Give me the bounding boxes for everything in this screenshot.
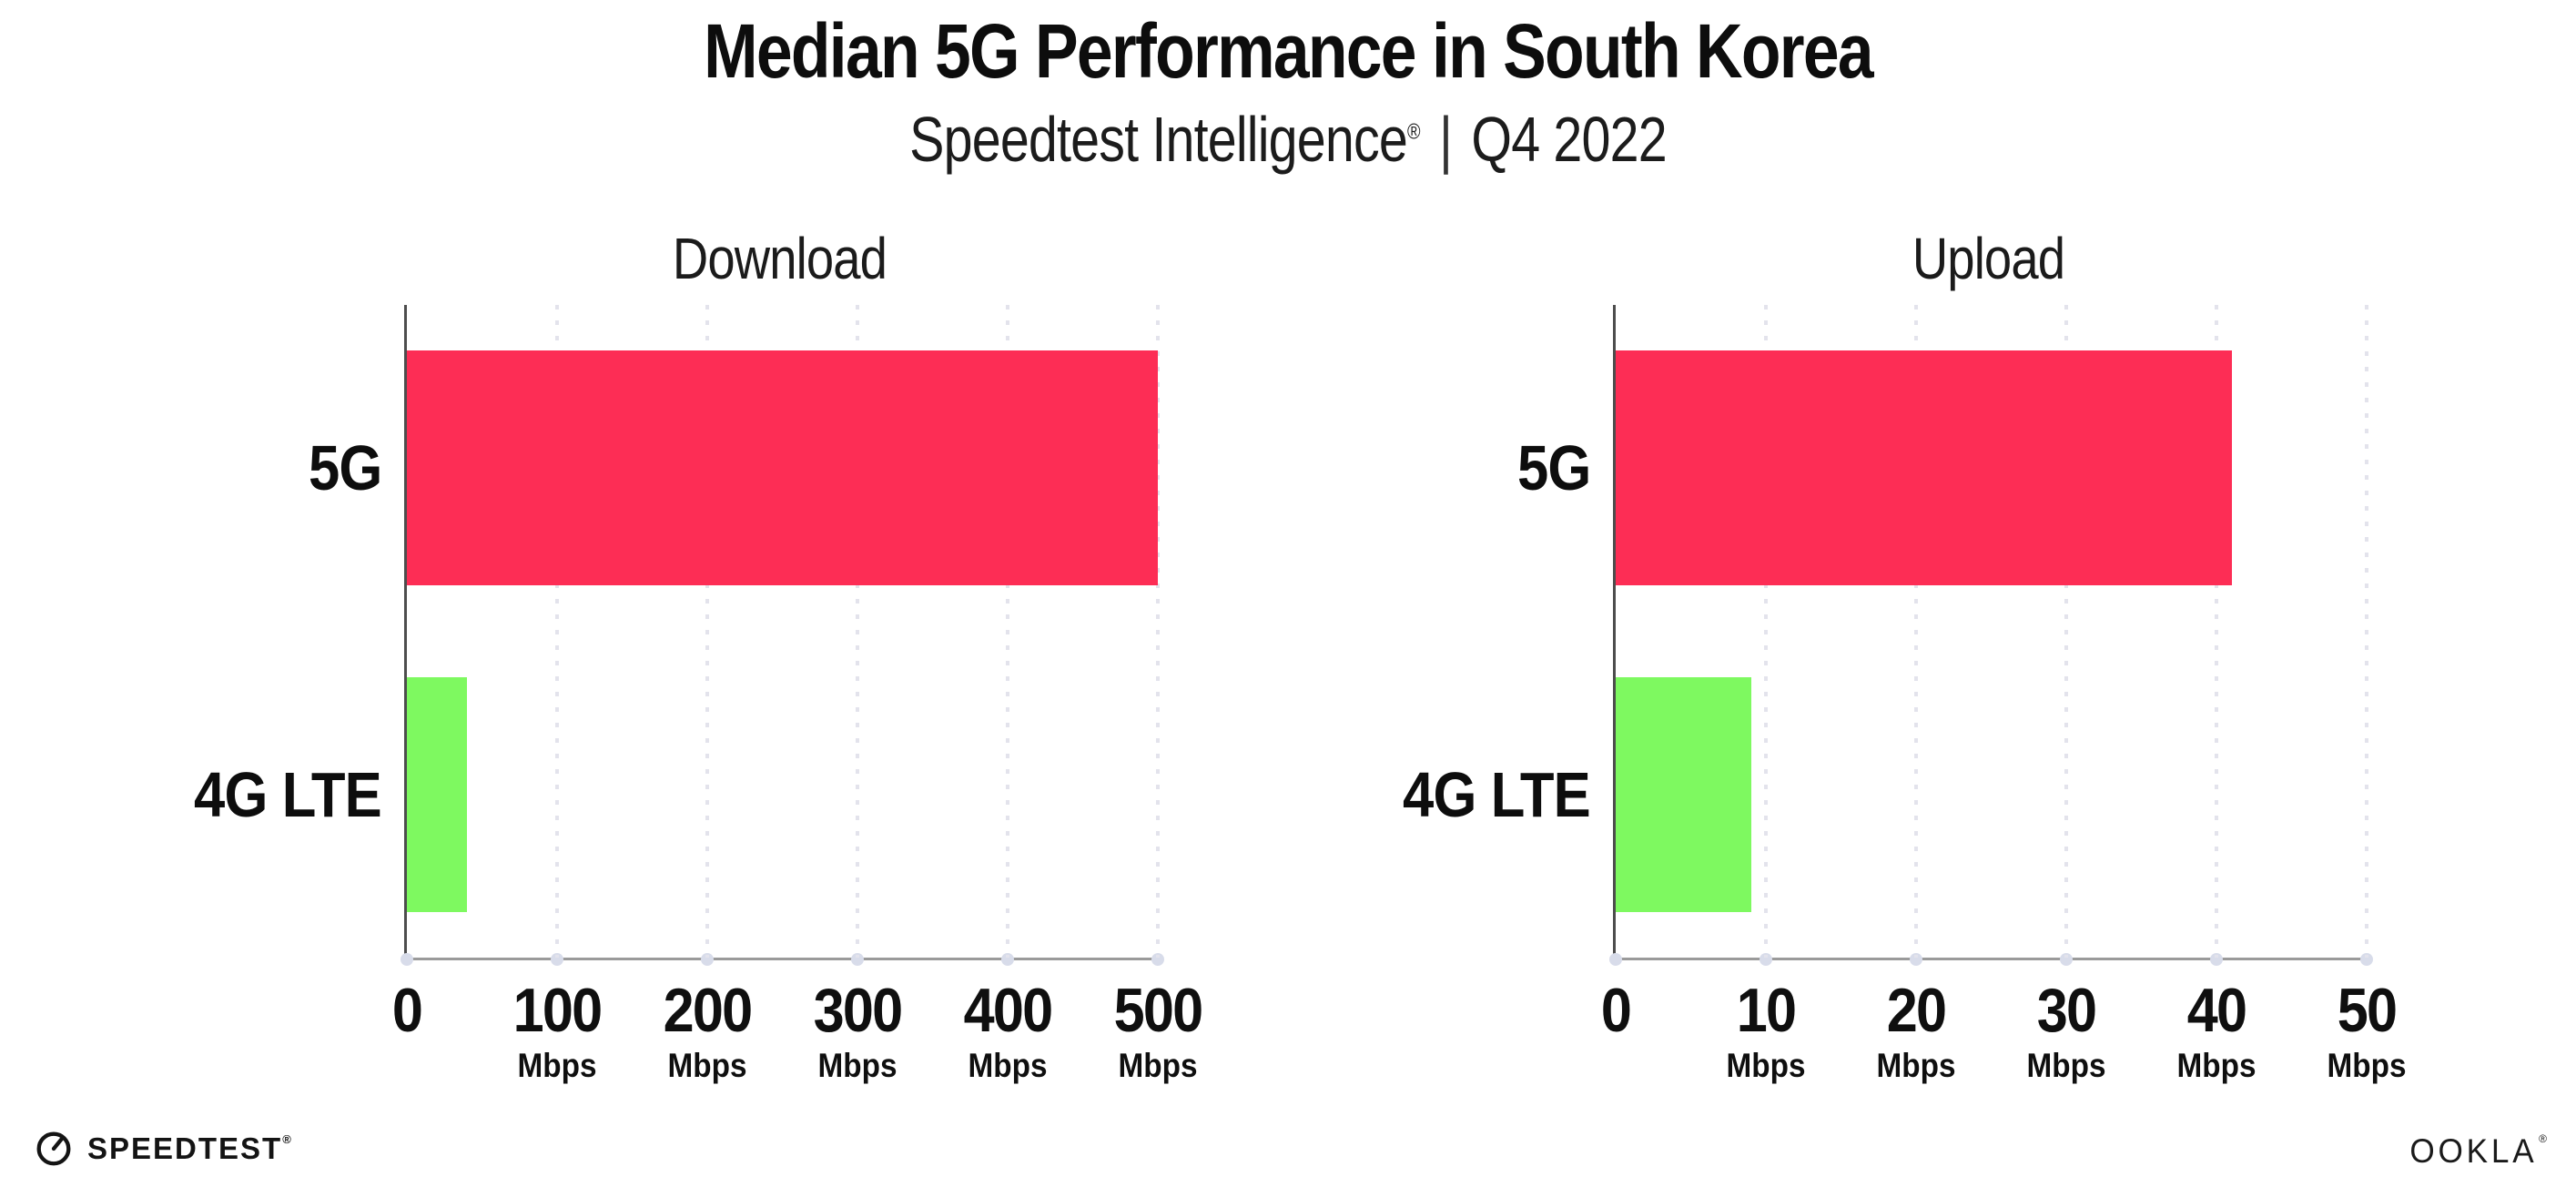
gridline-50 <box>2365 305 2368 958</box>
tick-dot-500 <box>1151 953 1164 966</box>
gridline-400 <box>1006 305 1009 958</box>
category-label-4g-lte: 4G LTE <box>1403 758 1591 830</box>
x-tick-20: 20 Mbps <box>1798 979 2034 1082</box>
tick-dot-50 <box>2360 953 2373 966</box>
bar-4g-lte <box>407 676 467 912</box>
tick-dot-200 <box>701 953 714 966</box>
subtitle-brand: Speedtest Intelligence <box>909 104 1408 175</box>
tick-dot-300 <box>851 953 864 966</box>
subtitle-divider: | <box>1438 104 1453 175</box>
plot-download: 0 100 Mbps 200 Mbps 300 Mbps 400 Mbps 500 Mbps 5G 4G… <box>194 305 1203 1082</box>
tick-dot-20 <box>1910 953 1922 966</box>
x-tick-value: 50 <box>2337 976 2398 1045</box>
x-tick-value: 20 <box>1886 976 1947 1045</box>
x-tick-unit: Mbps <box>2327 1047 2407 1084</box>
x-tick-unit: Mbps <box>1118 1047 1198 1084</box>
gridline-40 <box>2215 305 2218 958</box>
x-tick-unit: Mbps <box>667 1047 747 1084</box>
gridline-200 <box>705 305 709 958</box>
x-tick-40: 40 Mbps <box>2098 979 2335 1082</box>
category-label-4g-lte: 4G LTE <box>194 758 382 830</box>
x-tick-300: 300 Mbps <box>739 979 976 1082</box>
category-label-5g: 5G <box>308 432 382 504</box>
bar-5g <box>1616 350 2232 586</box>
x-tick-value: 0 <box>391 976 423 1045</box>
speedtest-logo: SPEEDTEST® <box>33 1127 293 1169</box>
category-label-5g: 5G <box>1516 432 1591 504</box>
x-tick-0: 0 <box>1497 979 1734 1041</box>
x-tick-10: 10 Mbps <box>1648 979 1884 1082</box>
x-tick-unit: Mbps <box>517 1047 597 1084</box>
x-tick-value: 0 <box>1600 976 1632 1045</box>
x-tick-100: 100 Mbps <box>439 979 675 1082</box>
page-title: Median 5G Performance in South Korea <box>704 8 1873 94</box>
ookla-logo-text: OOKLA <box>2409 1132 2538 1170</box>
tick-dot-0 <box>401 953 413 966</box>
tick-dot-0 <box>1609 953 1622 966</box>
gridline-10 <box>1764 305 1768 958</box>
gridline-500 <box>1156 305 1160 958</box>
x-tick-value: 40 <box>2186 976 2247 1045</box>
x-tick-value: 500 <box>1113 976 1204 1045</box>
x-tick-value: 30 <box>2036 976 2097 1045</box>
x-tick-400: 400 Mbps <box>889 979 1126 1082</box>
gridline-100 <box>555 305 559 958</box>
x-tick-value: 200 <box>663 976 754 1045</box>
x-tick-value: 300 <box>813 976 904 1045</box>
chart-title-upload: Upload <box>1912 226 2065 291</box>
x-tick-unit: Mbps <box>2176 1047 2257 1084</box>
speedtest-logo-text: SPEEDTEST® <box>87 1131 293 1165</box>
x-tick-200: 200 Mbps <box>589 979 826 1082</box>
bar-4g-lte <box>1616 676 1751 912</box>
x-tick-0: 0 <box>289 979 525 1041</box>
x-tick-unit: Mbps <box>817 1047 898 1084</box>
x-tick-unit: Mbps <box>1726 1047 1806 1084</box>
speedtest-gauge-icon <box>36 1131 71 1166</box>
ookla-trademark-icon: ® <box>2539 1132 2547 1145</box>
tick-dot-40 <box>2210 953 2223 966</box>
gridline-30 <box>2064 305 2068 958</box>
ookla-logo: OOKLA ® <box>2403 1132 2547 1170</box>
tick-dot-10 <box>1760 953 1772 966</box>
plot-upload: 0 10 Mbps 20 Mbps 30 Mbps 40 Mbps 50 Mbps 5G 4G LTE <box>1403 305 2406 1082</box>
tick-dot-30 <box>2060 953 2073 966</box>
x-tick-value: 100 <box>512 976 603 1045</box>
bar-5g <box>407 350 1158 586</box>
tick-dot-100 <box>551 953 563 966</box>
registered-mark-icon: ® <box>1406 119 1420 145</box>
x-tick-500: 500 Mbps <box>1040 979 1276 1082</box>
x-tick-30: 30 Mbps <box>1948 979 2185 1082</box>
gridline-300 <box>856 305 859 958</box>
tick-dot-400 <box>1001 953 1014 966</box>
x-tick-unit: Mbps <box>968 1047 1048 1084</box>
x-tick-unit: Mbps <box>1876 1047 1956 1084</box>
chart-title-download: Download <box>672 226 887 291</box>
x-tick-unit: Mbps <box>2026 1047 2106 1084</box>
page-subtitle: Speedtest Intelligence® | Q4 2022 <box>232 107 2345 171</box>
x-tick-value: 400 <box>963 976 1054 1045</box>
speedtest-trademark-icon: ® <box>282 1131 293 1146</box>
gridline-20 <box>1914 305 1918 958</box>
x-tick-value: 10 <box>1736 976 1797 1045</box>
x-tick-50: 50 Mbps <box>2248 979 2485 1082</box>
subtitle-period: Q4 2022 <box>1471 104 1667 175</box>
